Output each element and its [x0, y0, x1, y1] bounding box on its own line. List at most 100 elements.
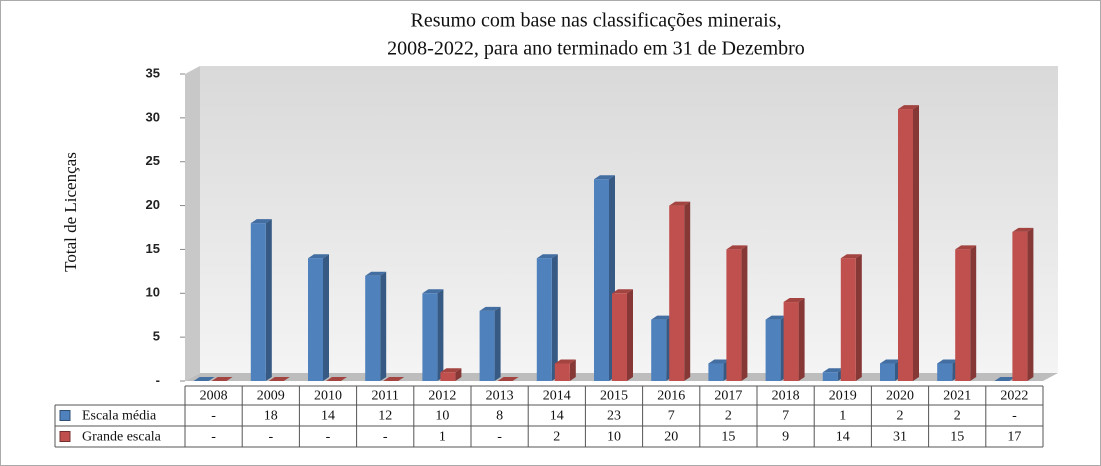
x-tick-label: 2015: [600, 389, 628, 404]
data-label: 1: [439, 430, 446, 445]
bar: [308, 258, 323, 381]
x-tick-label: 2011: [371, 389, 398, 404]
bar-top: [898, 105, 919, 110]
data-label: 31: [893, 430, 907, 445]
data-label: -: [211, 430, 216, 445]
y-tick-label: 10: [146, 285, 160, 300]
bar-side: [551, 254, 558, 381]
bar-top: [193, 377, 215, 381]
bar: [708, 363, 724, 381]
bar-top: [365, 271, 387, 276]
bar-side: [323, 254, 329, 381]
bar-top: [651, 315, 673, 320]
x-tick-label: 2013: [486, 389, 514, 404]
bar-top: [383, 377, 405, 381]
bar-top: [822, 368, 844, 373]
data-label: 20: [664, 430, 678, 445]
bar: [479, 310, 495, 381]
y-tick-label: 15: [146, 241, 160, 256]
bar: [955, 249, 971, 381]
x-tick-label: 2010: [314, 389, 342, 404]
y-axis-label: Total de Licenças: [61, 152, 80, 272]
bar-top: [268, 377, 290, 381]
bar-side: [913, 105, 919, 381]
y-tick-label: -: [156, 372, 160, 387]
data-label: 7: [668, 409, 675, 424]
x-tick-label: 2018: [772, 389, 800, 404]
bar-top: [250, 219, 272, 224]
bar-side: [684, 201, 691, 381]
data-label: 14: [836, 430, 850, 445]
bar: [651, 319, 667, 381]
data-label: 9: [782, 430, 789, 445]
data-label: 2: [954, 409, 961, 424]
bar-side: [265, 219, 272, 381]
bar-side: [855, 254, 862, 381]
data-label: 10: [607, 430, 621, 445]
bar-top: [497, 377, 519, 381]
data-label: 15: [721, 430, 735, 445]
side-wall: [185, 66, 200, 381]
bar: [726, 249, 742, 381]
data-label: 12: [378, 409, 392, 424]
bar: [880, 363, 895, 381]
bar-top: [479, 306, 501, 311]
bar-top: [708, 359, 730, 364]
bar-top: [211, 377, 233, 381]
bar-top: [765, 315, 787, 320]
data-label: 17: [1007, 430, 1021, 445]
bar-side: [627, 289, 633, 381]
bar-side: [798, 298, 805, 381]
bar-top: [994, 377, 1016, 381]
bar: [822, 372, 838, 381]
bar-top: [669, 201, 691, 206]
bar-side: [494, 306, 501, 381]
bar-side: [970, 245, 977, 381]
data-label: 1: [839, 409, 846, 424]
bar-side: [1027, 227, 1034, 381]
bar-top: [880, 359, 901, 364]
bar-top: [422, 289, 444, 294]
bar: [422, 293, 438, 381]
bar-top: [326, 377, 347, 381]
bar: [440, 372, 456, 381]
data-label: 10: [435, 409, 449, 424]
bar: [840, 258, 856, 381]
bar-side: [741, 245, 748, 381]
bar-side: [437, 289, 444, 381]
x-tick-label: 2020: [886, 389, 914, 404]
bar-top: [840, 254, 862, 259]
data-label: 15: [950, 430, 964, 445]
bar: [1012, 231, 1028, 381]
data-label: -: [1012, 409, 1017, 424]
bar-top: [1012, 227, 1034, 232]
bar: [365, 275, 381, 381]
x-tick-label: 2022: [1000, 389, 1028, 404]
bar-side: [569, 359, 576, 381]
bar-top: [594, 175, 615, 180]
data-label: -: [326, 430, 331, 445]
bar-top: [612, 289, 633, 294]
data-label: 2: [725, 409, 732, 424]
y-tick-label: 5: [153, 329, 160, 344]
data-label: 2: [553, 430, 560, 445]
x-tick-label: 2012: [428, 389, 456, 404]
y-tick-label: 35: [146, 65, 160, 80]
bar: [612, 293, 627, 381]
legend-label: Grande escala: [82, 430, 162, 445]
bar-side: [455, 368, 462, 381]
legend-label: Escala média: [82, 409, 157, 424]
chart-title: Resumo com base nas classificações miner…: [411, 10, 782, 32]
data-label: 7: [782, 409, 789, 424]
x-tick-label: 2008: [200, 389, 228, 404]
bar: [536, 258, 552, 381]
bar-top: [308, 254, 329, 259]
x-tick-label: 2009: [257, 389, 285, 404]
y-tick-label: 20: [146, 197, 160, 212]
bar: [554, 363, 570, 381]
x-tick-label: 2021: [943, 389, 971, 404]
bar: [765, 319, 781, 381]
x-tick-label: 2017: [714, 389, 742, 404]
data-label: -: [268, 430, 273, 445]
